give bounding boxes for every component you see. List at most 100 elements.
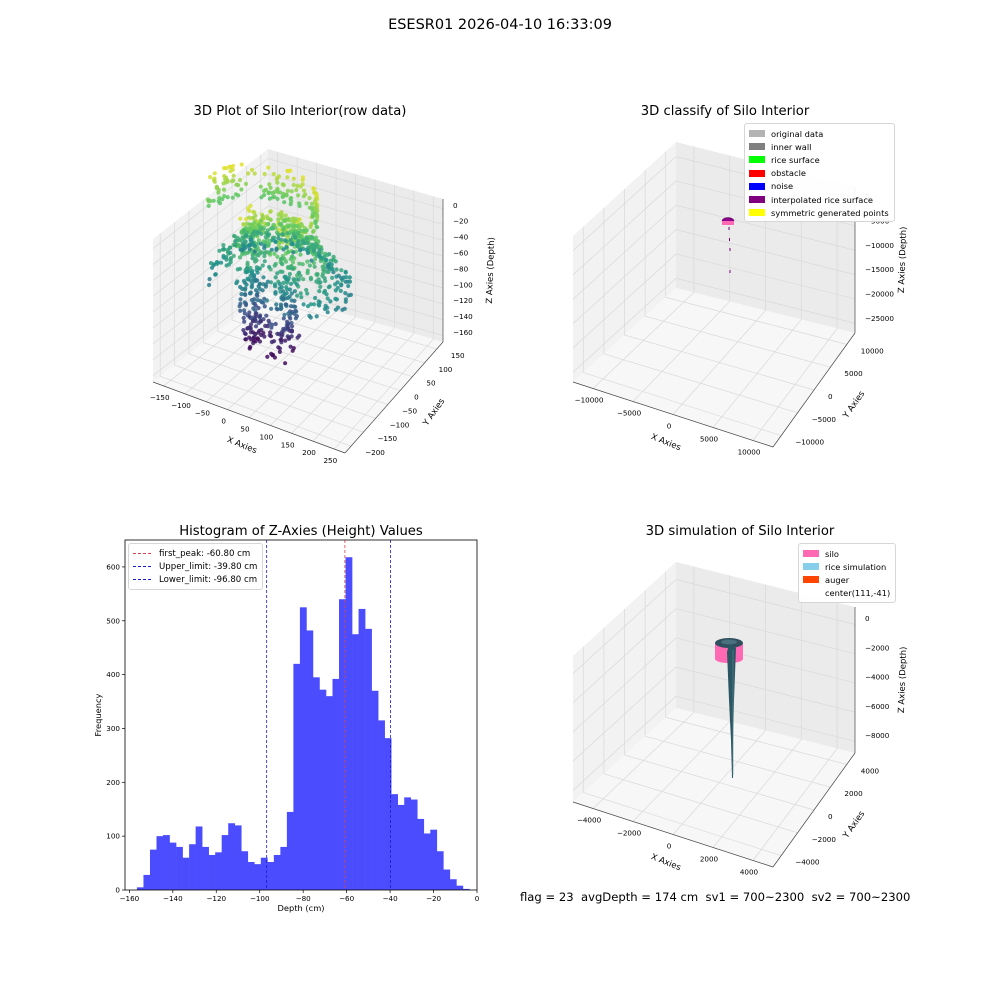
raw-point [244,225,249,230]
p2-x-tick-label: 5000 [700,435,719,444]
p1-grid-z [152,237,269,329]
p1-z-tick-label: −120 [453,296,473,305]
legend-label: inner wall [771,141,812,152]
raw-point [292,289,297,294]
raw-point [285,277,290,282]
raw-point [239,243,245,248]
raw-point [295,273,300,278]
raw-point [231,173,236,178]
raw-point [217,201,223,206]
raw-point [304,201,309,206]
raw-point [283,213,288,218]
p4-floor-pane [573,708,855,867]
raw-point [211,177,217,182]
raw-point [254,268,259,273]
raw-point [293,235,298,240]
raw-point [314,202,319,207]
raw-point [264,222,269,228]
histogram-bar [280,846,288,890]
raw-point [296,217,301,222]
raw-point [306,240,311,245]
raw-point [255,293,260,298]
raw-point [326,261,332,267]
raw-point [268,250,273,255]
raw-point [297,234,302,239]
raw-point [251,276,256,281]
raw-point [250,281,255,286]
histogram-bar [345,557,353,890]
raw-point [254,265,259,270]
raw-point [287,328,292,333]
raw-point [319,256,324,261]
raw-point [292,224,297,229]
raw-point [314,206,319,211]
raw-point [241,227,246,232]
raw-point [284,239,289,244]
histogram-bar [149,849,157,890]
raw-point [258,251,263,256]
p2-floor-pane [573,288,855,447]
raw-point [298,247,303,252]
raw-point [250,242,255,248]
raw-point [305,250,311,256]
histogram-bar [371,690,379,890]
raw-point [323,258,328,263]
raw-point [270,238,275,243]
raw-point [322,261,327,266]
raw-point [247,226,252,231]
raw-point [245,230,251,235]
raw-point [247,314,252,319]
raw-point [315,203,320,208]
raw-point [314,253,319,258]
raw-point [265,354,270,359]
raw-point [285,322,291,327]
p2-grid-z [572,180,677,276]
raw-point [298,184,303,189]
raw-point [285,319,290,324]
raw-point [311,244,316,249]
p4-y-tick-label: 4000 [861,766,880,775]
raw-point [248,278,253,283]
raw-point [282,292,288,297]
raw-point [253,223,258,228]
raw-point [264,244,269,249]
raw-point [262,230,267,235]
raw-point [279,306,284,311]
raw-point [284,322,289,327]
legend-line-sample [133,553,151,555]
raw-point [249,298,254,303]
legend-entry: interpolated rice surface [749,193,889,206]
raw-point [319,250,324,255]
raw-point [259,217,264,222]
raw-point [249,270,254,276]
raw-point [256,241,261,246]
raw-point [290,241,295,246]
raw-point [240,235,245,240]
histogram-x-tick-label: −60 [339,894,355,903]
raw-point [287,314,292,319]
raw-point [298,237,303,242]
raw-point [237,243,242,248]
raw-point [293,232,298,237]
raw-point [250,233,255,238]
raw-point [243,337,248,342]
raw-point [289,264,294,269]
raw-point [252,171,257,176]
p1-back-left-pane [153,149,268,382]
raw-point [247,208,252,213]
raw-point [305,240,310,246]
interpolated-rice-surface-mark [721,217,735,225]
raw-point [251,338,256,343]
histogram-x-axis-label: Depth (cm) [277,903,324,913]
raw-point [293,229,298,235]
raw-point [281,280,286,285]
legend-label: obstacle [771,168,806,179]
raw-point [248,315,253,320]
raw-point [259,224,264,229]
raw-point [242,280,248,285]
raw-point [322,264,327,270]
raw-point [260,217,265,222]
raw-point [239,292,244,297]
raw-point [296,221,301,226]
raw-point [260,228,265,233]
